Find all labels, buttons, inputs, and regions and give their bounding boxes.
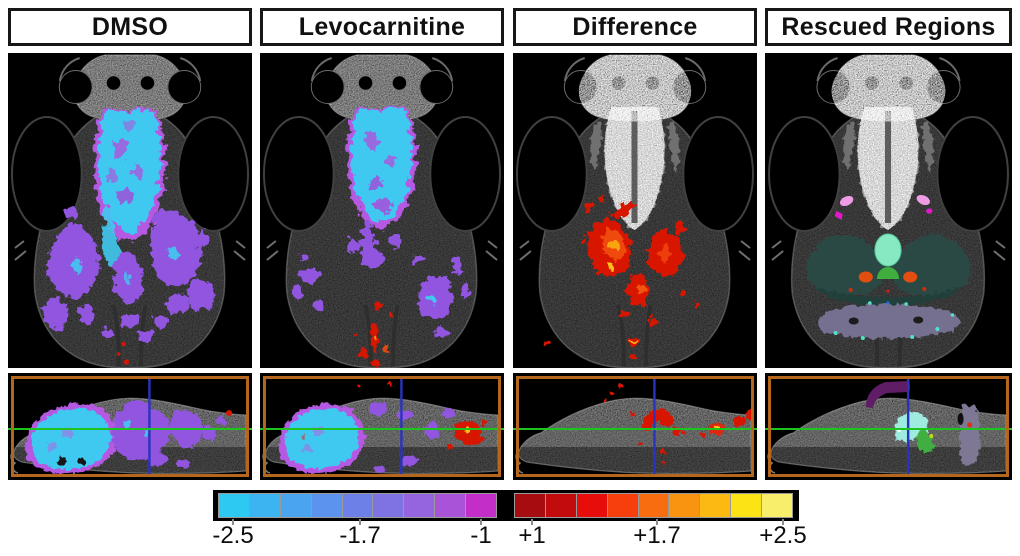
small-increase-spots-dmso [116,341,130,365]
colorbar-label: -1 [470,522,492,549]
colorbar-zero-gap [497,493,515,518]
colorbar-positive-half [514,493,794,518]
colorbar-segment [434,493,467,518]
negative-signal-overlay-dmso [42,109,216,342]
colorbar-segment [372,493,405,518]
negative-signal-overlay-levocarnitine-sagittal [279,403,456,474]
panel-rescued-regions: Rescued Regions [765,0,1012,480]
colorbar-label: +2.5 [759,522,807,549]
colorbar-segment [606,493,639,518]
panel-levocarnitine: Levocarnitine [260,0,504,480]
sagittal-view-levocarnitine [260,373,504,480]
positive-difference-overlay [544,195,700,361]
colorbar-label: +1.7 [633,522,681,549]
colorbar-segment [341,493,374,518]
colorbar-segment [699,493,732,518]
colorbar-segment [403,493,436,518]
colorbar-segment [637,493,670,518]
increase-spot [226,410,233,416]
colorbar [213,490,799,521]
colorbar-segment [514,493,546,518]
colorbar-segment [218,493,250,518]
colorbar-segment [761,493,794,518]
sagittal-view-dmso [8,373,252,480]
panel-title-box-difference: Difference [513,8,757,46]
colorbar-segment [544,493,577,518]
negative-signal-overlay-levocarnitine [291,107,471,339]
colorbar-label: -2.5 [212,522,254,549]
sagittal-view-difference [513,373,757,480]
panel-title-box-levocarnitine: Levocarnitine [260,8,504,46]
panel-title-rescued-regions: Rescued Regions [781,12,996,41]
panel-dmso: DMSO [8,0,252,480]
colorbar-segment [575,493,608,518]
negative-signal-overlay-dmso-sagittal [25,401,227,474]
panel-title-dmso: DMSO [91,12,169,41]
colorbar-negative-half [218,493,498,518]
panel-title-box-rescued-regions: Rescued Regions [765,8,1012,46]
panel-title-difference: Difference [572,12,698,41]
colorbar-segment [279,493,312,518]
panel-difference: Difference [513,0,757,480]
colorbar-segment [730,493,763,518]
panel-title-box-dmso: DMSO [8,8,252,46]
rescued-region-map [806,194,971,340]
dorsal-view-difference [513,53,757,368]
increase-spots-levocarnitine [353,301,393,367]
dorsal-view-rescued-regions [765,53,1012,368]
sagittal-view-rescued-regions [765,373,1012,480]
colorbar-label: +1 [518,522,546,549]
colorbar-label: -1.7 [339,522,381,549]
colorbar-segment [465,493,498,518]
dorsal-view-levocarnitine [260,53,504,368]
dorsal-view-dmso [8,53,252,368]
positive-difference-overlay-sagittal [602,385,755,465]
colorbar-segment [248,493,281,518]
colorbar-segment [668,493,701,518]
panel-title-levocarnitine: Levocarnitine [298,12,466,41]
colorbar-segment [310,493,343,518]
